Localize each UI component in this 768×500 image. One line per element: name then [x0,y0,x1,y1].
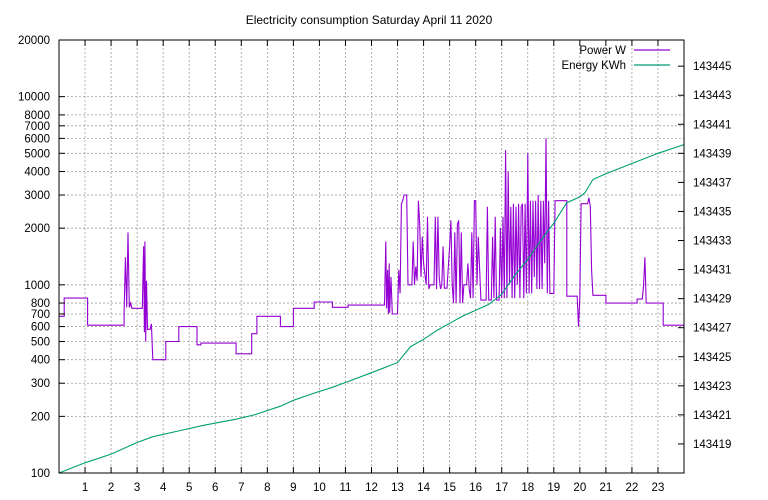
y-left-tick-label: 3000 [24,190,50,202]
x-tick-label: 8 [264,482,270,494]
x-tick-label: 21 [599,482,612,494]
y-right-tick-label: 143421 [693,410,731,422]
y-right-tick-label: 143423 [693,381,731,393]
x-tick-label: 4 [160,482,167,494]
y-left-tick-label: 2000 [24,223,50,235]
x-tick-label: 23 [652,482,665,494]
y-left-tick-label: 20000 [18,35,50,47]
x-tick-label: 20 [573,482,586,494]
x-tick-label: 18 [521,482,534,494]
y-axis-right: 143419 143421 143423 143425 143427 143429 1434… [678,61,731,451]
y-left-tick-label: 4000 [24,167,50,179]
chart-title: Electricity consumption Saturday April 1… [246,13,493,27]
y-left-tick-label: 200 [31,411,50,423]
y-right-tick-label: 143431 [693,265,731,277]
y-right-tick-label: 143425 [693,352,731,364]
y-left-tick-label: 1000 [24,280,50,292]
x-tick-label: 5 [186,482,192,494]
y-left-tick-label: 8000 [24,110,50,122]
x-tick-label: 22 [626,482,639,494]
y-right-tick-label: 143443 [693,90,731,102]
y-right-tick-label: 143437 [693,177,731,189]
x-tick-label: 13 [391,482,404,494]
y-left-tick-label: 300 [31,378,50,390]
series-energy-line [58,144,685,474]
series-layer [58,138,685,474]
grid [59,40,684,473]
y-left-tick-label: 10000 [18,92,50,104]
y-right-tick-label: 143445 [693,61,731,73]
series-power-line [59,138,684,361]
x-tick-label: 11 [339,482,351,494]
y-right-tick-label: 143427 [693,323,731,335]
x-tick-label: 15 [443,482,456,494]
y-left-tick-label: 700 [31,309,50,321]
y-right-tick-label: 143435 [693,206,731,218]
x-tick-label: 1 [82,482,88,494]
y-left-tick-label: 800 [31,298,50,310]
x-tick-label: 10 [313,482,326,494]
legend-label-energy: Energy KWh [561,60,626,72]
x-tick-label: 6 [212,482,218,494]
y-right-tick-label: 143441 [693,119,731,131]
y-left-tick-label: 400 [31,355,50,367]
x-tick-label: 7 [238,482,244,494]
legend-label-power: Power W [579,45,626,57]
y-right-tick-label: 143433 [693,236,731,248]
x-tick-label: 14 [417,482,430,494]
y-left-tick-label: 100 [31,468,50,480]
x-tick-label: 9 [290,482,296,494]
x-tick-label: 17 [495,482,508,494]
y-right-tick-label: 143429 [693,294,731,306]
y-right-tick-label: 143439 [693,148,731,160]
y-left-tick-label: 5000 [24,148,50,160]
x-tick-label: 19 [547,482,560,494]
legend: Power W Energy KWh [561,45,670,72]
y-left-tick-label: 6000 [24,133,50,145]
x-tick-label: 3 [134,482,140,494]
y-left-tick-label: 500 [31,336,50,348]
x-axis: 1 2 3 4 5 6 7 8 9 10 11 12 13 14 15 16 17 18 19 20 21 22 23 [82,40,665,494]
x-tick-label: 2 [108,482,114,494]
x-tick-label: 16 [469,482,482,494]
y-left-tick-label: 600 [31,322,50,334]
x-tick-label: 12 [365,482,378,494]
y-right-tick-label: 143419 [693,439,731,451]
y-left-tick-label: 7000 [24,121,50,133]
